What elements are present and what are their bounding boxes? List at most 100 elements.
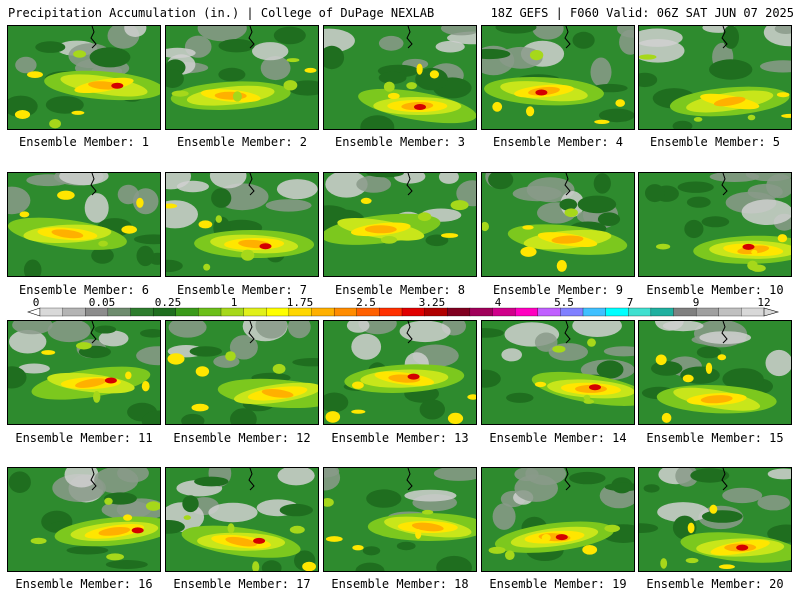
- colorbar-swatch: [220, 307, 245, 317]
- colorbar-swatch: [447, 307, 471, 317]
- ensemble-map-panel: [7, 25, 161, 130]
- ensemble-map-panel: [165, 467, 319, 572]
- colorbar-swatch: [311, 307, 335, 317]
- colorbar-tick-label: 0.05: [89, 296, 116, 309]
- precipitation-field: [482, 26, 634, 129]
- precipitation-field: [639, 468, 791, 571]
- precipitation-colorbar: 0 0.05 0.25 1 1.75 2.5 3.25 4 5.5 7 9 12: [27, 296, 780, 317]
- ensemble-map-panel: [323, 25, 477, 130]
- ensemble-member-label: Ensemble Member: 6: [18, 283, 150, 297]
- precipitation-field: [8, 173, 160, 276]
- ensemble-member-label: Ensemble Member: 17: [173, 577, 311, 591]
- ensemble-map-panel: [481, 25, 635, 130]
- colorbar-swatch: [650, 307, 674, 317]
- model-valid-time: 18Z GEFS | F060 Valid: 06Z SAT JUN 07 20…: [490, 6, 794, 20]
- colorbar-swatch: [39, 307, 64, 317]
- precipitation-field: [639, 173, 791, 276]
- ensemble-map-panel: [323, 172, 477, 277]
- ensemble-member-label: Ensemble Member: 19: [489, 577, 627, 591]
- colorbar-swatch: [379, 307, 403, 317]
- ensemble-member-label: Ensemble Member: 15: [646, 431, 784, 445]
- ensemble-member-label: Ensemble Member: 2: [176, 135, 308, 149]
- colorbar-tick-label: 1: [231, 296, 238, 309]
- ensemble-map-panel: [638, 25, 792, 130]
- colorbar-swatch: [741, 307, 765, 317]
- colorbar-swatch: [175, 307, 199, 317]
- colorbar-swatch: [605, 307, 629, 317]
- precipitation-field: [8, 468, 160, 571]
- precipitation-field: [482, 173, 634, 276]
- colorbar-swatch: [333, 307, 358, 317]
- ensemble-map-panel: [481, 172, 635, 277]
- precipitation-field: [482, 321, 634, 424]
- colorbar-swatch: [469, 307, 493, 317]
- ensemble-member-label: Ensemble Member: 18: [331, 577, 469, 591]
- colorbar-tick-label: 2.5: [356, 296, 376, 309]
- colorbar-low-extend: [27, 307, 41, 317]
- precipitation-field: [324, 173, 476, 276]
- colorbar-swatch: [85, 307, 109, 317]
- colorbar-swatch: [243, 307, 267, 317]
- ensemble-member-label: Ensemble Member: 12: [173, 431, 311, 445]
- colorbar-swatch: [288, 307, 312, 317]
- colorbar-swatch: [695, 307, 720, 317]
- ensemble-map-panel: [7, 172, 161, 277]
- colorbar-swatch: [198, 307, 222, 317]
- colorbar-swatch: [492, 307, 516, 317]
- ensemble-member-label: Ensemble Member: 16: [15, 577, 153, 591]
- precipitation-field: [166, 26, 318, 129]
- ensemble-map-panel: [165, 172, 319, 277]
- precipitation-field: [639, 26, 791, 129]
- colorbar-swatch: [130, 307, 154, 317]
- colorbar-tick-label: 7: [627, 296, 634, 309]
- ensemble-map-panel: [165, 320, 319, 425]
- ensemble-member-label: Ensemble Member: 10: [646, 283, 784, 297]
- colorbar-tick-label: 0: [33, 296, 40, 309]
- ensemble-map-panel: [323, 467, 477, 572]
- colorbar-swatch: [560, 307, 584, 317]
- ensemble-map-panel: [638, 467, 792, 572]
- ensemble-map-panel: [638, 320, 792, 425]
- colorbar-swatch: [266, 307, 290, 317]
- precipitation-field: [8, 26, 160, 129]
- ensemble-map-panel: [165, 25, 319, 130]
- precipitation-field: [324, 468, 476, 571]
- ensemble-map-panel: [7, 320, 161, 425]
- ensemble-member-label: Ensemble Member: 20: [646, 577, 784, 591]
- colorbar-swatch: [514, 307, 539, 317]
- colorbar-swatch: [718, 307, 742, 317]
- ensemble-map-panel: [323, 320, 477, 425]
- colorbar-tick-label: 3.25: [419, 296, 446, 309]
- colorbar-swatch: [537, 307, 561, 317]
- colorbar-swatch: [424, 307, 448, 317]
- colorbar-swatch: [401, 307, 426, 317]
- ensemble-member-label: Ensemble Member: 7: [176, 283, 308, 297]
- precipitation-field: [482, 468, 634, 571]
- colorbar-tick-label: 0.25: [155, 296, 182, 309]
- precipitation-field: [166, 468, 318, 571]
- ensemble-member-label: Ensemble Member: 11: [15, 431, 153, 445]
- precipitation-field: [324, 321, 476, 424]
- ensemble-member-label: Ensemble Member: 4: [492, 135, 624, 149]
- precipitation-field: [324, 26, 476, 129]
- colorbar-tick-label: 4: [495, 296, 502, 309]
- colorbar-swatch: [582, 307, 607, 317]
- colorbar-swatch: [62, 307, 86, 317]
- colorbar-swatch: [152, 307, 177, 317]
- ensemble-member-label: Ensemble Member: 8: [334, 283, 466, 297]
- ensemble-map-panel: [481, 467, 635, 572]
- ensemble-member-label: Ensemble Member: 5: [649, 135, 781, 149]
- precipitation-field: [166, 173, 318, 276]
- colorbar-high-extend: [763, 307, 780, 317]
- ensemble-member-label: Ensemble Member: 3: [334, 135, 466, 149]
- colorbar-tick-label: 9: [693, 296, 700, 309]
- ensemble-member-label: Ensemble Member: 14: [489, 431, 627, 445]
- ensemble-map-panel: [638, 172, 792, 277]
- ensemble-map-panel: [7, 467, 161, 572]
- colorbar-swatch: [107, 307, 131, 317]
- precipitation-field: [8, 321, 160, 424]
- precipitation-field: [166, 321, 318, 424]
- colorbar-tick-label: 5.5: [554, 296, 574, 309]
- colorbar-swatch: [356, 307, 380, 317]
- colorbar-tick-label: 12: [757, 296, 770, 309]
